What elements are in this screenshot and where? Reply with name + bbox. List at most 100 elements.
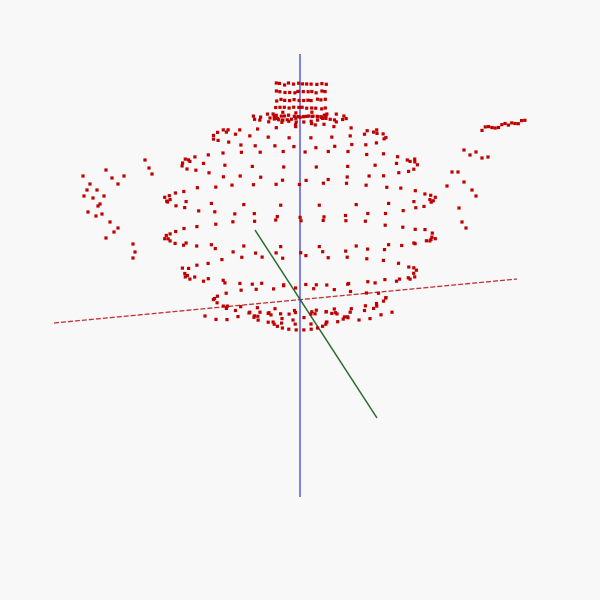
cloud-point: [433, 237, 437, 241]
cloud-point: [206, 277, 210, 281]
cloud-point: [168, 232, 172, 236]
cloud-point: [381, 152, 386, 156]
cloud-point: [382, 137, 386, 141]
cloud-point: [430, 231, 434, 235]
cloud-point: [168, 239, 172, 243]
cloud-point: [108, 220, 112, 224]
cloud-point: [181, 161, 185, 165]
cloud-point: [294, 286, 298, 290]
cloud-point: [320, 89, 324, 93]
cloud-point: [321, 218, 325, 222]
cloud-point: [195, 225, 199, 229]
cloud-point: [147, 166, 151, 170]
cloud-point: [259, 115, 263, 119]
cloud-point: [379, 313, 383, 317]
cloud-point: [408, 277, 412, 281]
cloud-point: [281, 149, 285, 154]
cloud-point: [306, 90, 310, 94]
cloud-point: [366, 247, 370, 251]
cloud-point: [194, 168, 198, 172]
cloud-point: [376, 291, 381, 295]
cloud-point: [314, 91, 318, 95]
cloud-point: [314, 165, 318, 169]
cloud-point: [291, 82, 296, 86]
cloud-point: [349, 126, 353, 130]
cloud-point: [309, 136, 313, 140]
cloud-point: [412, 241, 416, 245]
cloud-point: [510, 121, 514, 125]
cloud-point: [173, 241, 177, 245]
cloud-point: [266, 135, 270, 139]
cloud-point: [280, 120, 284, 124]
cloud-point: [382, 248, 387, 252]
cloud-point: [401, 225, 405, 229]
cloud-point: [342, 315, 347, 319]
cloud-point: [346, 149, 350, 154]
cloud-point: [112, 230, 116, 234]
cloud-point: [468, 153, 472, 157]
cloud-point: [182, 243, 186, 247]
cloud-point: [185, 167, 189, 171]
cloud-point: [174, 229, 178, 234]
cloud-point: [293, 311, 297, 315]
cloud-point: [82, 194, 86, 198]
cloud-point: [348, 310, 352, 314]
cloud-point: [413, 157, 417, 161]
cloud-point: [333, 144, 337, 148]
cloud-point: [431, 199, 435, 203]
cloud-point: [413, 189, 417, 193]
cloud-point: [397, 171, 401, 175]
cloud-point: [332, 288, 336, 292]
cloud-point: [81, 174, 85, 178]
cloud-point: [324, 82, 328, 86]
cloud-point: [302, 328, 306, 332]
cloud-point: [523, 118, 527, 122]
cloud-point: [209, 201, 213, 205]
cloud-point: [316, 326, 320, 330]
cloud-point: [215, 301, 219, 305]
cloud-point: [483, 125, 487, 129]
cloud-point: [110, 176, 114, 180]
cloud-point: [344, 219, 348, 223]
cloud-point: [375, 304, 379, 308]
cloud-point: [255, 306, 259, 310]
cloud-point: [401, 209, 405, 213]
cloud-point: [279, 203, 283, 207]
cloud-point: [293, 322, 297, 326]
cloud-point: [203, 314, 207, 318]
cloud-point: [193, 275, 197, 279]
cloud-point: [282, 114, 287, 118]
cloud-point: [233, 212, 237, 216]
cloud-point: [415, 163, 419, 167]
cloud-point: [131, 242, 135, 246]
cloud-point: [396, 261, 401, 265]
cloud-point: [287, 113, 291, 117]
cloud-point: [423, 228, 427, 232]
cloud-point: [372, 306, 376, 310]
cloud-point: [223, 163, 227, 167]
cloud-point: [343, 213, 348, 218]
cloud-point: [381, 299, 386, 303]
cloud-point: [251, 114, 255, 118]
cloud-point: [187, 266, 191, 270]
cloud-point: [324, 310, 328, 314]
cloud-point: [206, 261, 210, 265]
cloud-point: [256, 318, 260, 322]
cloud-point: [293, 91, 297, 95]
cloud-point: [271, 112, 275, 116]
cloud-point: [165, 199, 169, 203]
cloud-point: [238, 281, 242, 285]
cloud-point: [306, 98, 310, 102]
cloud-point: [365, 129, 369, 133]
cloud-point: [321, 181, 325, 185]
cloud-point: [375, 131, 379, 135]
cloud-point: [260, 255, 264, 259]
cloud-point: [184, 241, 188, 245]
cloud-point: [422, 204, 426, 208]
cloud-point: [326, 177, 330, 182]
cloud-point: [214, 222, 218, 226]
cloud-point: [272, 117, 276, 121]
cloud-point: [180, 266, 184, 270]
